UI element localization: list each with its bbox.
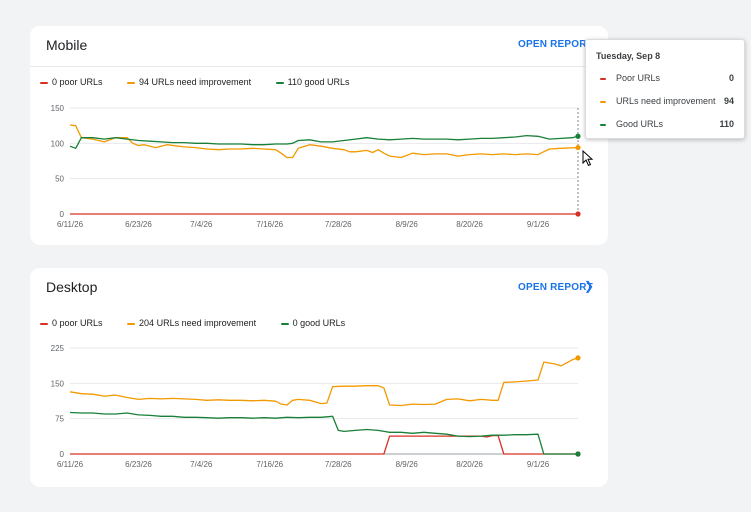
tooltip-value: 0 — [728, 73, 734, 83]
mobile-legend: 0 poor URLs 94 URLs need improvement 110… — [40, 77, 372, 87]
x-tick-label: 9/1/26 — [527, 460, 550, 469]
legend-item-good[interactable]: 0 good URLs — [280, 318, 346, 328]
mobile-title: Mobile — [46, 37, 88, 53]
legend-item-good[interactable]: 110 good URLs — [275, 77, 350, 87]
x-tick-label: 6/23/26 — [125, 220, 152, 229]
legend-label-good: 0 good URLs — [292, 318, 346, 328]
x-tick-label: 6/11/26 — [57, 220, 84, 229]
mobile-open-report-link[interactable]: OPEN REPORT — [518, 39, 593, 50]
x-tick-label: 7/28/26 — [325, 220, 352, 229]
good-dot-icon — [600, 124, 606, 126]
x-tick-label: 7/16/26 — [256, 220, 283, 229]
good-swatch — [275, 81, 284, 84]
series-endpoint-0 — [575, 211, 581, 217]
y-tick-label: 0 — [60, 210, 65, 219]
y-tick-label: 225 — [51, 344, 65, 353]
y-tick-label: 75 — [55, 415, 64, 424]
y-tick-label: 0 — [60, 450, 65, 459]
mobile-divider — [30, 66, 608, 67]
good-swatch — [280, 322, 289, 325]
legend-label-improve: 94 URLs need improvement — [139, 77, 252, 87]
series-endpoint-2 — [575, 451, 581, 457]
legend-item-poor[interactable]: 0 poor URLs — [40, 77, 103, 87]
tooltip-label: Poor URLs — [616, 73, 661, 83]
x-tick-label: 6/23/26 — [125, 460, 152, 469]
x-tick-label: 7/4/26 — [190, 220, 213, 229]
tooltip-date: Tuesday, Sep 8 — [596, 51, 661, 61]
y-tick-label: 50 — [55, 175, 64, 184]
series-line-1 — [69, 357, 579, 407]
mouse-pointer-icon — [582, 150, 594, 167]
mobile-chart[interactable]: 0 50 100 150 6/11/26 6/23/26 7/4/26 7/16/26 7/28… — [30, 98, 608, 248]
series-line-1 — [69, 124, 579, 159]
x-tick-label: 8/9/26 — [396, 220, 419, 229]
x-tick-label: 8/9/26 — [396, 460, 419, 469]
tooltip-value: 94 — [723, 96, 734, 106]
poor-swatch — [40, 81, 48, 84]
improve-swatch — [127, 322, 136, 325]
chart-tooltip: Tuesday, Sep 8 Poor URLs 0 URLs need imp… — [585, 39, 745, 139]
legend-label-improve: 204 URLs need improvement — [139, 318, 257, 328]
x-tick-label: 9/1/26 — [527, 220, 550, 229]
series-endpoint-1 — [575, 144, 581, 151]
legend-item-poor[interactable]: 0 poor URLs — [40, 318, 103, 328]
x-tick-label: 7/16/26 — [256, 460, 283, 469]
y-tick-label: 150 — [51, 379, 65, 388]
series-line-2 — [69, 134, 579, 149]
mobile-card: Mobile OPEN REPORT 0 poor URLs 94 URLs n… — [30, 26, 608, 245]
poor-dot-icon — [600, 78, 606, 80]
tooltip-row-good: Good URLs 110 — [600, 119, 734, 131]
x-tick-label: 8/20/26 — [456, 220, 483, 229]
desktop-legend: 0 poor URLs 204 URLs need improvement 0 … — [40, 318, 367, 328]
tooltip-label: URLs need improvement — [616, 96, 716, 106]
series-endpoint-1 — [575, 355, 581, 361]
series-line-2 — [69, 411, 578, 455]
desktop-title: Desktop — [46, 279, 98, 295]
series-endpoint-2 — [575, 133, 581, 139]
tooltip-row-improve: URLs need improvement 94 — [600, 96, 734, 108]
chevron-right-icon[interactable]: ❯ — [584, 279, 595, 293]
improve-dot-icon — [600, 101, 606, 103]
legend-item-improve[interactable]: 94 URLs need improvement — [127, 77, 251, 87]
legend-label-poor: 0 poor URLs — [52, 318, 103, 328]
tooltip-row-poor: Poor URLs 0 — [600, 73, 734, 85]
desktop-open-report-link[interactable]: OPEN REPORT — [518, 282, 593, 293]
desktop-card: Desktop OPEN REPORT ❯ 0 poor URLs 204 UR… — [30, 268, 608, 487]
x-tick-label: 7/28/26 — [325, 460, 352, 469]
desktop-chart[interactable]: 0 75 150 225 6/11/26 6/23/26 7/4/26 7/16/26 7/28… — [30, 338, 608, 488]
x-tick-label: 7/4/26 — [190, 460, 213, 469]
improve-swatch — [127, 81, 136, 84]
series-line-0 — [70, 434, 578, 455]
x-tick-label: 8/20/26 — [456, 460, 483, 469]
y-tick-label: 150 — [51, 104, 65, 113]
x-tick-label: 6/11/26 — [57, 460, 84, 469]
tooltip-label: Good URLs — [616, 119, 664, 129]
y-tick-label: 100 — [51, 139, 65, 148]
legend-item-improve[interactable]: 204 URLs need improvement — [127, 318, 256, 328]
tooltip-value: 110 — [719, 119, 734, 129]
poor-swatch — [40, 322, 48, 325]
legend-label-poor: 0 poor URLs — [52, 77, 103, 87]
legend-label-good: 110 good URLs — [287, 77, 350, 87]
